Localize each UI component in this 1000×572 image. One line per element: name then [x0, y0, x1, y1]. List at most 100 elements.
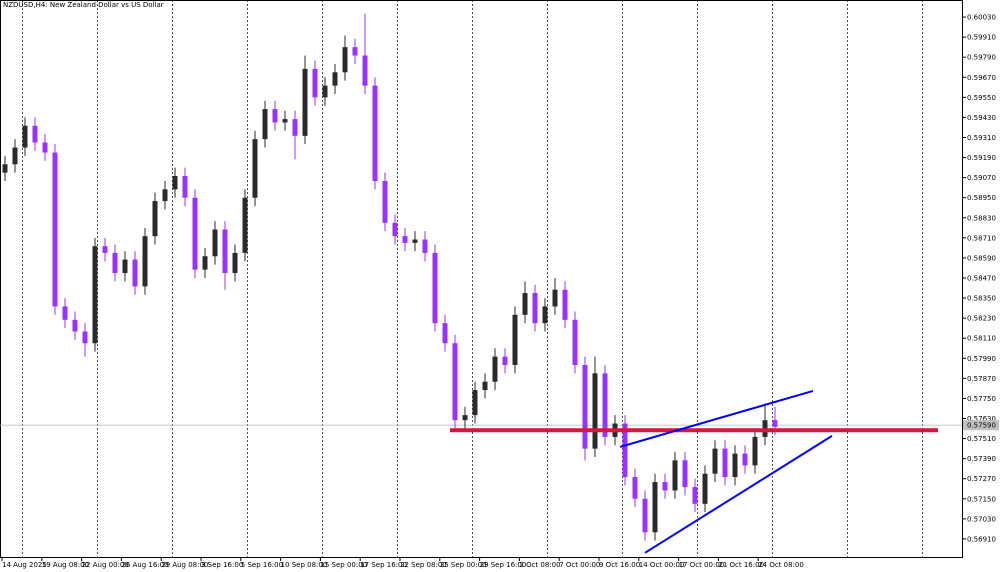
x-tick-label: 29 Sep 16:00	[480, 561, 527, 569]
candle-body	[12, 147, 18, 165]
candle-body	[522, 293, 528, 315]
candle-body	[112, 252, 118, 273]
candle-body	[402, 236, 408, 243]
x-tick-label: 26 Aug 16:00	[121, 561, 168, 569]
y-tick-label: 0.58470	[967, 274, 996, 282]
candle-body	[382, 180, 388, 223]
x-tick-label: 24 Oct 08:00	[758, 561, 804, 569]
candle-body	[632, 477, 638, 499]
y-tick-label: 0.57870	[967, 375, 996, 383]
y-tick-label: 0.57150	[967, 495, 996, 503]
candle-body	[192, 197, 198, 270]
candle-body	[182, 175, 188, 198]
x-tick-label: 10 Sep 08:00	[281, 561, 328, 569]
x-tick-label: 5 Sep 16:00	[241, 561, 283, 569]
y-tick-label: 0.57510	[967, 435, 996, 443]
candle-body	[392, 222, 398, 237]
candle-body	[202, 256, 208, 270]
y-tick-label: 0.58950	[967, 194, 996, 202]
y-tick-label: 0.58350	[967, 295, 996, 303]
candle-body	[302, 68, 308, 136]
candle-body	[42, 142, 48, 153]
candle-body	[282, 119, 288, 123]
candle-body	[712, 448, 718, 474]
x-tick-label: 14 Aug 2025	[2, 561, 47, 569]
y-tick-label: 0.58590	[967, 254, 996, 262]
candle-body	[702, 473, 708, 504]
candle-body	[412, 239, 418, 243]
current-price-box	[963, 420, 999, 431]
candle-body	[682, 460, 688, 488]
y-tick-label: 0.59670	[967, 74, 996, 82]
candle-body	[212, 229, 218, 257]
candle-body	[722, 448, 728, 478]
candle-body	[122, 259, 128, 273]
candle-body	[362, 55, 368, 86]
candle-body	[72, 319, 78, 332]
y-tick-label: 0.59550	[967, 94, 996, 102]
candle-body	[772, 420, 778, 427]
y-tick-label: 0.56910	[967, 535, 996, 543]
y-tick-label: 0.57030	[967, 515, 996, 523]
candle-body	[502, 356, 508, 365]
y-tick-label: 0.58830	[967, 214, 996, 222]
candle-body	[442, 323, 448, 344]
candle-body	[62, 306, 68, 320]
candle-body	[2, 164, 8, 173]
candle-body	[532, 293, 538, 324]
candle-body	[472, 390, 478, 416]
y-tick-label: 0.57390	[967, 455, 996, 463]
y-tick-label: 0.59430	[967, 114, 996, 122]
x-tick-label: 17 Oct 00:00	[679, 561, 725, 569]
candle-body	[592, 373, 598, 449]
y-tick-label: 0.58110	[967, 335, 996, 343]
candle-body	[672, 460, 678, 491]
candle-body	[572, 319, 578, 365]
chart-title: NZDUSD,H4: New Zealand Dollar vs US Doll…	[3, 1, 164, 9]
candle-body	[662, 482, 668, 491]
candle-body	[102, 246, 108, 253]
x-tick-label: 22 Sep 08:00	[400, 561, 447, 569]
candle-body	[692, 487, 698, 504]
candle-body	[562, 289, 568, 320]
candle-body	[622, 423, 628, 478]
candle-body	[32, 125, 38, 143]
x-tick-label: 7 Oct 00:00	[559, 561, 600, 569]
candle-body	[262, 109, 268, 140]
x-tick-label: 17 Sep 16:00	[360, 561, 407, 569]
trend-line	[644, 435, 833, 554]
candle-body	[732, 453, 738, 478]
x-tick-label: 29 Aug 08:00	[161, 561, 208, 569]
candle-body	[642, 498, 648, 533]
x-tick-label: 2 Oct 08:00	[519, 561, 560, 569]
candle-body	[342, 47, 348, 73]
candle-body	[602, 373, 608, 437]
candle-body	[422, 239, 428, 253]
candle-body	[432, 252, 438, 324]
x-tick-label: 19 Aug 08:00	[42, 561, 89, 569]
candle-body	[152, 201, 158, 237]
x-tick-label: 14 Oct 00:00	[639, 561, 685, 569]
x-tick-label: 25 Sep 00:00	[440, 561, 487, 569]
candle-body	[582, 364, 588, 449]
candle-body	[22, 125, 28, 148]
candle-body	[222, 229, 228, 273]
candle-body	[462, 415, 468, 421]
candle-body	[162, 189, 168, 202]
y-tick-label: 0.57990	[967, 355, 996, 363]
candle-body	[312, 68, 318, 98]
candle-body	[142, 236, 148, 287]
candle-body	[292, 119, 298, 136]
candle-body	[542, 306, 548, 324]
candle-body	[482, 381, 488, 391]
candle-body	[132, 259, 138, 287]
candle-body	[372, 85, 378, 181]
candle-body	[352, 47, 358, 56]
candle-body	[452, 343, 458, 421]
candle-body	[242, 197, 248, 253]
candle-body	[232, 252, 238, 273]
candle-body	[172, 175, 178, 190]
current-price-label: 0.57590	[967, 422, 996, 430]
